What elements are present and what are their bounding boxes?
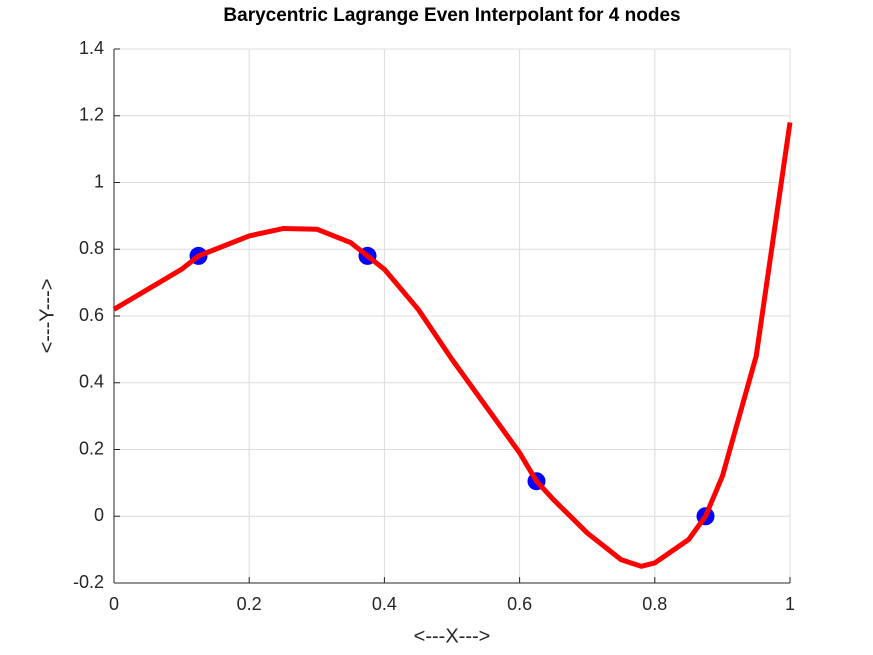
x-tick-label: 1 [785,594,795,614]
x-tick-label: 0.2 [237,594,262,614]
y-tick-label: 0.6 [79,305,104,325]
y-tick-label: 1 [94,171,104,191]
x-axis-label: <---X---> [414,625,491,647]
y-tick-label: 1.2 [79,105,104,125]
y-tick-label: 0 [94,505,104,525]
chart-title: Barycentric Lagrange Even Interpolant fo… [223,5,680,26]
x-tick-label: 0.6 [507,594,532,614]
y-tick-label: 0.8 [79,238,104,258]
y-tick-label: 1.4 [79,38,104,58]
x-tick-label: 0 [109,594,119,614]
y-tick-label: -0.2 [73,572,104,592]
x-tick-label: 0.8 [642,594,667,614]
x-tick-label: 0.4 [372,594,397,614]
y-tick-label: 0.4 [79,372,104,392]
curve [112,122,793,569]
y-axis-label: <---Y---> [36,279,58,354]
y-tick-label: 0.2 [79,438,104,458]
